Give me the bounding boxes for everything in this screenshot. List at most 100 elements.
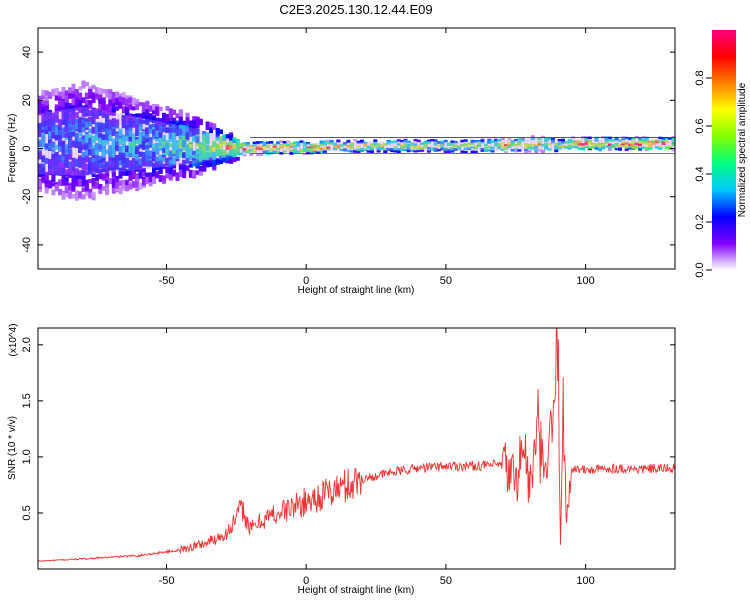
heatmap-halo — [460, 141, 465, 151]
heatmap-halo — [631, 139, 636, 148]
heatmap-cell — [309, 144, 314, 147]
heatmap-halo — [255, 144, 260, 153]
heatmap-cell — [664, 140, 669, 143]
heatmap-halo — [279, 143, 284, 153]
heatmap-cell — [178, 163, 183, 170]
heatmap-cell — [131, 164, 136, 170]
heatmap-cell — [490, 140, 495, 143]
heatmap-halo — [51, 111, 56, 175]
heatmap-cell — [450, 142, 455, 145]
heatmap-cell — [71, 126, 76, 131]
heatmap-cell — [182, 167, 187, 173]
heatmap-cell — [661, 142, 666, 145]
heatmap-cell — [319, 147, 324, 150]
heatmap-cell — [101, 186, 106, 191]
heatmap-cell — [581, 144, 586, 147]
heatmap-cell — [658, 145, 663, 148]
heatmap-cell — [480, 149, 485, 152]
heatmap-cell — [64, 177, 69, 182]
heatmap-cell — [165, 127, 170, 133]
heatmap-cell — [48, 139, 53, 147]
heatmap-cell — [433, 143, 438, 146]
heatmap-cell — [353, 150, 358, 153]
heatmap-cell — [162, 163, 166, 169]
heatmap-cell — [145, 161, 150, 167]
heatmap-cell — [215, 149, 220, 157]
heatmap-cell — [591, 143, 596, 146]
heatmap-cell — [141, 183, 146, 188]
heatmap-cell — [68, 134, 73, 142]
heatmap-cell — [121, 134, 126, 142]
heatmap-cell — [105, 149, 110, 154]
heatmap-cell — [121, 146, 126, 151]
heatmap-cell — [168, 168, 173, 175]
heatmap-cell — [71, 132, 76, 137]
heatmap-halo — [44, 112, 49, 175]
heatmap-cell — [638, 147, 643, 150]
heatmap-cell — [192, 170, 197, 177]
heatmap-cell — [81, 80, 86, 88]
heatmap-halo — [235, 141, 240, 156]
heatmap-cell — [145, 145, 150, 150]
heatmap-cell — [554, 143, 559, 146]
heatmap-cell — [339, 144, 344, 147]
heatmap-cell — [98, 122, 103, 129]
heatmap-cell — [302, 141, 307, 144]
heatmap-cell — [215, 143, 220, 151]
heatmap-cell — [363, 148, 368, 151]
heatmap-cell — [413, 143, 418, 146]
heatmap-halo — [316, 142, 321, 152]
heatmap-cell — [182, 140, 187, 148]
heatmap-cell — [138, 144, 143, 149]
heatmap-cell — [121, 184, 126, 189]
snr-axis-ticks: -50 0 50 100 0.5 1.0 1.5 2.0 — [21, 328, 675, 587]
heatmap-cell — [168, 108, 173, 113]
heatmap-cell — [95, 136, 99, 141]
heatmap-cell — [95, 155, 99, 162]
heatmap-halo — [581, 139, 586, 148]
heatmap-cell — [215, 135, 220, 141]
heatmap-cell — [98, 94, 103, 99]
heatmap-cell — [68, 120, 73, 125]
heatmap-cell — [38, 163, 42, 169]
heatmap-halo — [323, 142, 327, 152]
heatmap-cell — [148, 143, 153, 148]
heatmap-cell — [259, 141, 264, 144]
heatmap-cell — [433, 147, 438, 151]
heatmap-cell — [48, 91, 53, 98]
heatmap-cell — [91, 162, 96, 168]
heatmap-cell — [51, 182, 56, 187]
heatmap-cell — [95, 165, 99, 170]
heatmap-cell — [209, 122, 213, 128]
heatmap-cell — [155, 172, 160, 179]
heatmap-cell — [41, 158, 46, 163]
heatmap-halo — [336, 142, 341, 151]
heatmap-cell — [299, 150, 304, 153]
heatmap-cell — [105, 104, 110, 112]
heatmap-cell — [95, 181, 99, 189]
heatmap-cell — [571, 142, 576, 145]
heatmap-halo — [215, 135, 220, 160]
heatmap-cell — [172, 130, 177, 137]
heatmap-cell — [105, 131, 110, 137]
heatmap-cell — [597, 142, 602, 145]
heatmap-cell — [98, 174, 103, 180]
heatmap-cell — [557, 144, 562, 147]
heatmap-cell — [58, 93, 63, 100]
heatmap-cell — [302, 149, 307, 152]
heatmap-halo — [48, 111, 53, 175]
heatmap-halo — [68, 108, 73, 176]
heatmap-cell — [447, 148, 451, 152]
heatmap-cell — [95, 126, 99, 134]
heatmap-cell — [101, 99, 106, 106]
heatmap-halo — [524, 138, 529, 151]
heatmap-cell — [450, 150, 455, 153]
heatmap-cell — [557, 147, 562, 150]
heatmap-cell — [172, 141, 177, 146]
heatmap-cell — [88, 100, 93, 105]
heatmap-cell — [74, 173, 79, 179]
heatmap-cell — [326, 139, 331, 142]
heatmap-halo — [591, 139, 596, 148]
heatmap-cell — [178, 110, 183, 117]
heatmap-cell — [61, 148, 66, 155]
